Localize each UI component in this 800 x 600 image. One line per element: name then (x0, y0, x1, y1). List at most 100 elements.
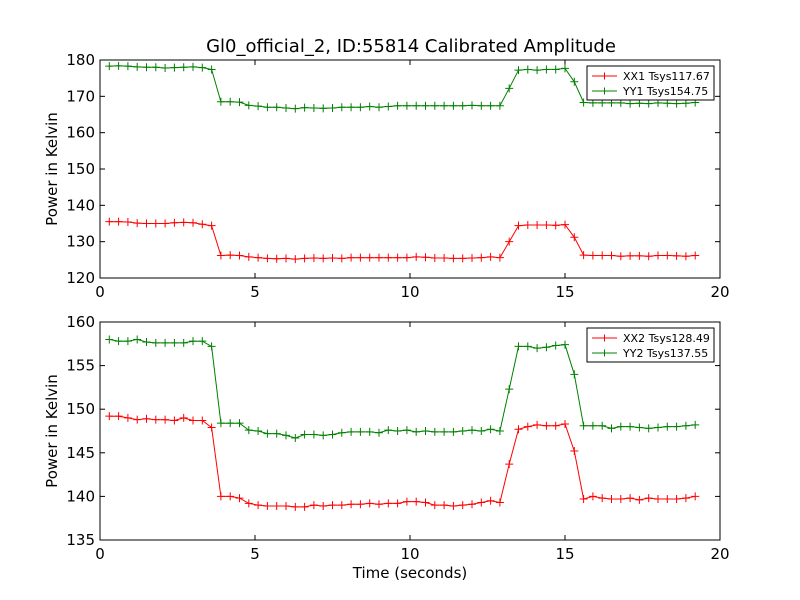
data-point (635, 251, 644, 260)
data-point (170, 63, 179, 72)
legend-marker (601, 349, 608, 357)
data-point (263, 429, 272, 438)
data-point (337, 103, 346, 112)
data-point (412, 497, 421, 506)
data-point (123, 413, 132, 422)
data-point (375, 253, 383, 262)
data-point (579, 98, 588, 107)
data-point (542, 343, 551, 352)
y-axis-label: Power in Kelvin (43, 374, 61, 488)
data-point (319, 501, 328, 510)
data-point (263, 254, 272, 263)
data-point (282, 501, 290, 510)
data-point (588, 421, 597, 430)
data-point (226, 492, 235, 501)
data-point (133, 335, 142, 344)
data-point (672, 422, 681, 431)
legend-marker (601, 72, 608, 80)
data-point (291, 104, 300, 113)
data-point (244, 101, 253, 110)
data-point (607, 495, 616, 504)
data-point (105, 335, 114, 344)
data-point (561, 340, 569, 349)
data-point (123, 218, 132, 227)
data-point (189, 416, 197, 425)
data-point (244, 426, 253, 435)
data-point (551, 221, 560, 230)
legend-box (586, 327, 715, 363)
data-point (514, 425, 523, 434)
y-tick-label: 155 (66, 357, 95, 375)
legend: XX1 Tsys117.67 YY1 Tsys154.75 (586, 65, 715, 101)
data-point (430, 254, 439, 263)
legend-label: XX1 Tsys117.67 (623, 70, 710, 83)
data-point (430, 501, 439, 510)
data-point (561, 420, 569, 429)
data-point (282, 431, 290, 440)
data-point (551, 341, 560, 350)
y-tick-label: 170 (66, 87, 95, 105)
data-point (421, 253, 430, 262)
data-point (365, 253, 374, 262)
data-point (309, 254, 318, 263)
data-point (533, 220, 542, 229)
panel-2: 0 5 10 15 20 135 140 145 150 155 160 Power in Kelvi… (43, 313, 730, 582)
data-point (616, 422, 625, 431)
data-point (505, 84, 514, 93)
data-point (635, 99, 644, 108)
chart-title: Gl0_official_2, ID:55814 Calibrated Ampl… (206, 36, 616, 57)
data-point (570, 77, 579, 86)
data-point (681, 252, 690, 261)
data-point (300, 430, 309, 439)
data-point (468, 500, 476, 509)
data-point (272, 254, 281, 263)
data-point (495, 253, 504, 262)
data-point (198, 63, 207, 72)
data-point (272, 429, 281, 438)
data-point (486, 252, 495, 261)
data-point (170, 416, 179, 425)
y-tick-label: 160 (66, 124, 95, 142)
data-point (179, 413, 188, 422)
data-point (635, 423, 644, 432)
data-point (161, 338, 170, 347)
data-point (226, 419, 235, 428)
data-point (319, 104, 328, 113)
data-point (654, 251, 662, 260)
data-point (607, 251, 616, 260)
data-point (607, 424, 616, 433)
x-tick-label: 15 (555, 545, 574, 563)
data-point (254, 253, 263, 262)
y-tick-label: 150 (66, 400, 95, 418)
data-point (626, 494, 635, 503)
data-point (263, 501, 272, 510)
data-point (588, 492, 597, 501)
data-point (189, 62, 197, 71)
data-point (319, 254, 328, 263)
data-point (384, 426, 393, 435)
data-point (161, 219, 170, 228)
data-point (570, 447, 579, 456)
data-point (458, 101, 467, 110)
data-point (561, 64, 569, 73)
data-point (402, 497, 411, 506)
data-point (161, 63, 170, 72)
data-point (505, 385, 514, 394)
data-point (588, 251, 597, 260)
data-point (207, 423, 216, 432)
data-point (495, 101, 504, 110)
data-point (626, 251, 635, 260)
data-point (300, 103, 309, 112)
data-point (263, 103, 272, 112)
y-tick-label: 135 (66, 531, 95, 549)
data-point (542, 65, 551, 74)
data-point (207, 221, 216, 230)
data-point (440, 101, 449, 110)
data-point (133, 415, 142, 424)
data-point (449, 254, 458, 263)
legend: XX2 Tsys128.49 YY2 Tsys137.55 (586, 327, 715, 363)
x-tick-label: 20 (710, 545, 729, 563)
data-point (254, 427, 263, 435)
legend-marker (601, 87, 608, 95)
